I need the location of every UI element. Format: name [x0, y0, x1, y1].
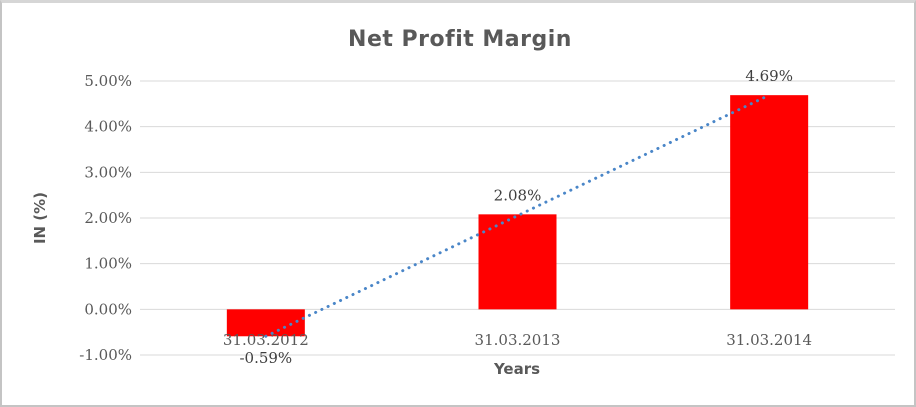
x-category-label: 31.03.2013 — [475, 331, 561, 349]
chart-title: Net Profit Margin — [348, 27, 572, 52]
bar — [478, 214, 557, 310]
bar — [226, 309, 305, 337]
y-tick-label: 5.00% — [84, 72, 132, 90]
y-tick-label: 1.00% — [84, 255, 132, 273]
data-label: 4.69% — [745, 67, 793, 85]
plot-area: 5.00% 4.00% 3.00% 2.00% 1.00% 0.00% -1.00% 31.0… — [79, 67, 895, 367]
x-category-label: 31.03.2014 — [726, 331, 812, 349]
y-tick-label: 3.00% — [84, 163, 132, 181]
y-tick-label: 4.00% — [84, 118, 132, 136]
data-label: 2.08% — [494, 186, 542, 204]
y-tick-label: 0.00% — [84, 300, 132, 318]
y-tick-label: -1.00% — [79, 346, 132, 364]
bar — [730, 95, 809, 310]
x-axis-title: Years — [493, 360, 541, 378]
data-label: -0.59% — [239, 349, 292, 367]
y-tick-label: 2.00% — [84, 209, 132, 227]
x-category-label: 31.03.2012 — [223, 331, 309, 349]
